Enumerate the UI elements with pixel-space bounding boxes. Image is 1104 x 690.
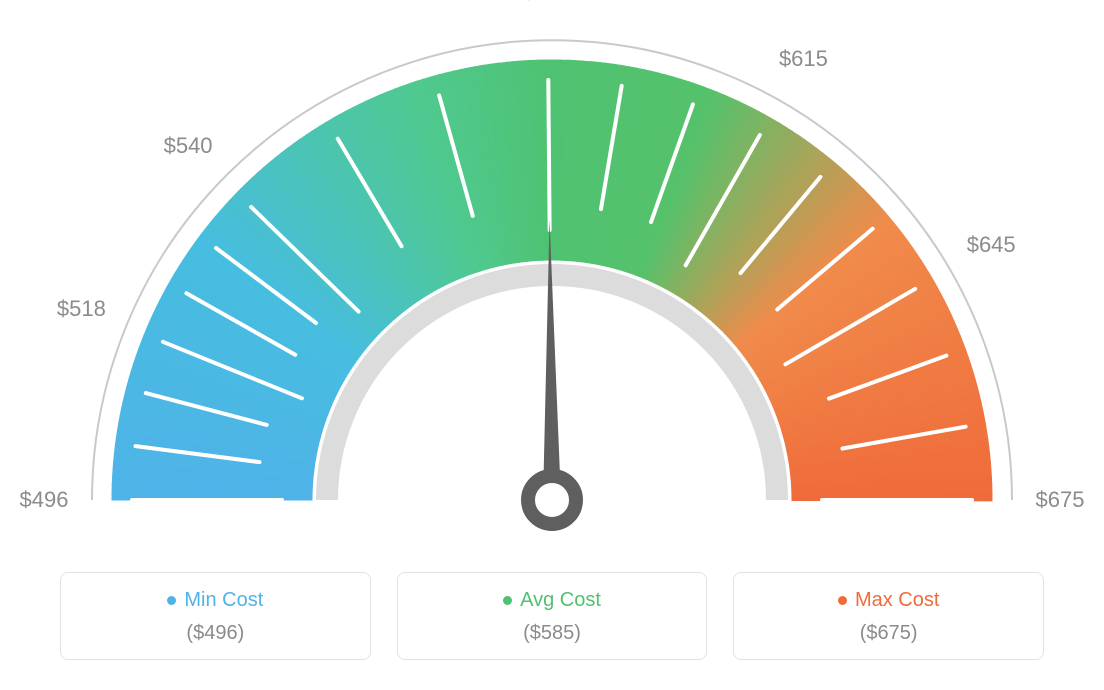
legend-title-max: Max Cost [855,589,939,612]
gauge-tick-label: $645 [967,232,1016,258]
gauge-tick-label: $496 [20,487,69,513]
gauge-tick-label: $540 [164,133,213,159]
legend-card-min: Min Cost ($496) [60,572,371,660]
legend-title-avg: Avg Cost [520,589,601,612]
gauge-tick-label: $518 [57,296,106,322]
legend-value-max: ($675) [744,622,1033,645]
legend-value-min: ($496) [71,622,360,645]
legend-title-min: Min Cost [184,589,263,612]
gauge-tick-label: $615 [779,46,828,72]
legend-card-avg: Avg Cost ($585) [397,572,708,660]
legend-value-avg: ($585) [408,622,697,645]
cost-gauge: $496 $518 $540 $585 $615 $645 $675 [0,0,1104,560]
legend-row: Min Cost ($496) Avg Cost ($585) Max Cost… [60,572,1044,660]
legend-card-max: Max Cost ($675) [733,572,1044,660]
dot-icon [167,596,176,605]
dot-icon [838,596,847,605]
gauge-tick-label: $585 [523,0,572,5]
gauge-tick-label: $675 [1036,487,1085,513]
dot-icon [503,596,512,605]
